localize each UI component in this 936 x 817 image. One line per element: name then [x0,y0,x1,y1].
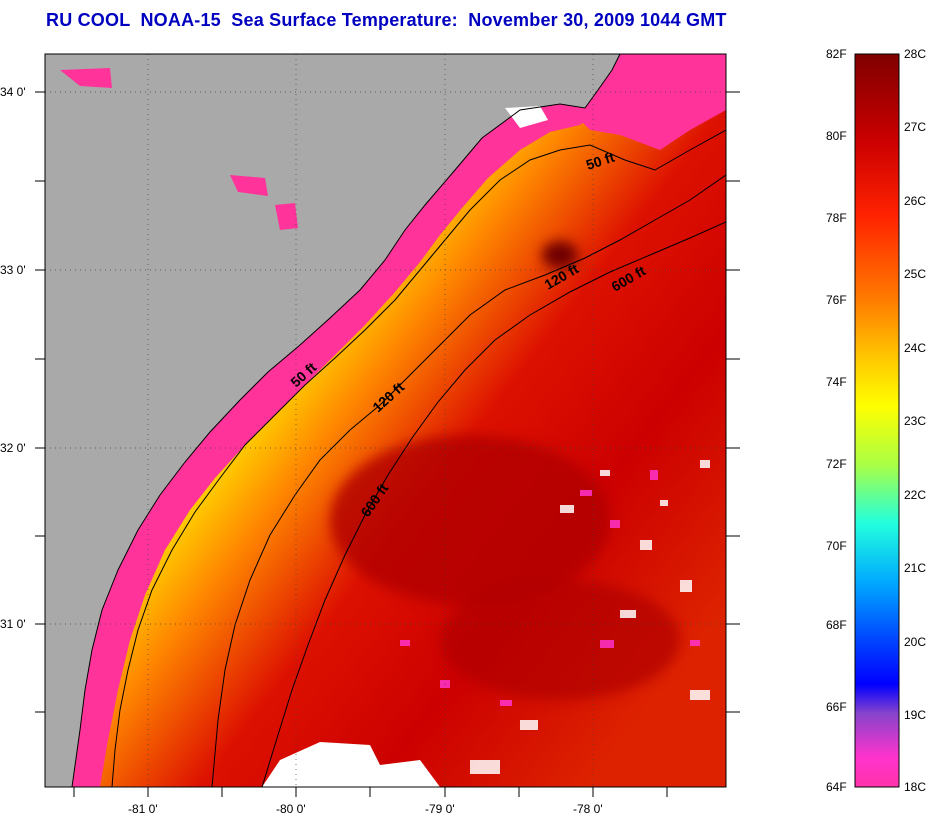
lat-label-31: 31 0' [0,617,26,631]
cloud-mask-south [262,742,440,787]
coastline [71,54,621,787]
isobath-600ft [261,221,726,787]
lon-label-78: -78 0' [573,802,603,816]
cbar-label-74f: 74F [826,375,847,389]
isobath-50ft [111,129,726,787]
cbar-label-68f: 68F [826,618,847,632]
cbar-label-22c: 22C [904,488,926,502]
isobath-120ft [211,174,726,787]
land-mass [45,54,620,787]
cbar-label-27c: 27C [904,120,926,134]
cbar-label-21c: 21C [904,561,926,575]
map-title: RU COOL NOAA-15 Sea Surface Temperature:… [46,10,727,30]
colorbar [854,53,900,788]
graticule [45,54,726,787]
cbar-label-66f: 66F [826,700,847,714]
inland-water-3 [275,203,298,230]
cbar-label-25c: 25C [904,267,926,281]
cbar-label-64f: 64F [826,780,847,794]
lon-label-81: -81 0' [128,802,158,816]
map-frame [44,53,727,788]
cbar-label-19c: 19C [904,708,926,722]
cbar-label-70f: 70F [826,539,847,553]
cbar-label-76f: 76F [826,293,847,307]
map-area [45,54,726,787]
lat-label-33: 33 0' [0,263,26,277]
cbar-label-18c: 18C [904,780,926,794]
cbar-label-80f: 80F [826,129,847,143]
lon-label-80: -80 0' [276,802,306,816]
cbar-label-28c: 28C [904,47,926,61]
northern-nearshore-cold [575,54,726,150]
cbar-label-24c: 24C [904,341,926,355]
inland-water-1 [60,68,112,88]
cbar-label-72f: 72F [826,457,847,471]
colorbar-fahrenheit-labels: 82F 80F 78F 76F 74F 72F 70F 68F 66F 64F [826,47,847,794]
lat-label-34: 34 0' [0,85,26,99]
cloud-mask-north [505,106,548,128]
axis-ticks [35,91,740,797]
inland-water-2 [230,175,268,196]
cbar-label-23c: 23C [904,414,926,428]
cbar-label-78f: 78F [826,211,847,225]
colorbar-celsius-labels: 28C 27C 26C 25C 24C 23C 22C 21C 20C 19C … [904,47,926,794]
lon-label-79: -79 0' [425,802,455,816]
cloud-speckles [470,460,710,774]
lat-label-32: 32 0' [0,441,26,455]
cbar-label-26c: 26C [904,194,926,208]
cbar-label-20c: 20C [904,635,926,649]
cbar-label-82f: 82F [826,47,847,61]
